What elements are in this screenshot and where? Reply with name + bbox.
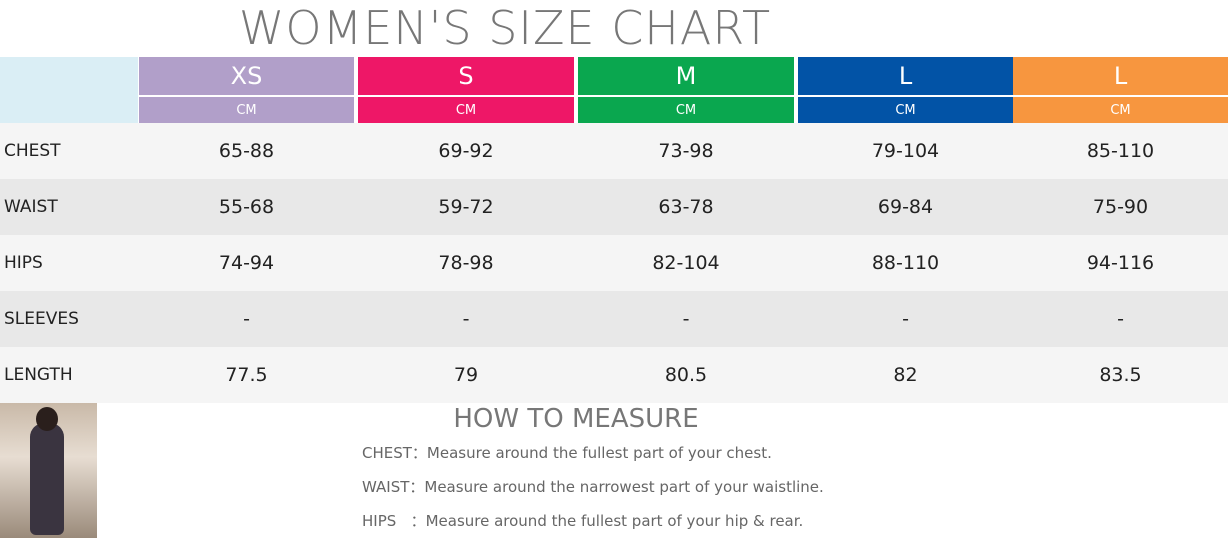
model-photo <box>0 403 97 538</box>
size-value: 82-104 <box>652 252 720 274</box>
size-header: L <box>798 57 1013 95</box>
size-value: 69-84 <box>877 196 934 218</box>
measure-label: CHEST： <box>362 444 427 462</box>
size-header: M <box>578 57 794 95</box>
size-value: 94-116 <box>1086 252 1155 274</box>
measure-text: Measure around the fullest part of your … <box>426 444 772 462</box>
measure-item: HIPS ：Measure around the fullest part of… <box>362 510 803 530</box>
size-value: 88-110 <box>871 252 940 274</box>
row-label: SLEEVES <box>4 309 79 329</box>
row-background <box>0 291 1228 347</box>
measure-title: HOW TO MEASURE <box>453 404 699 434</box>
size-value: 74-94 <box>218 252 275 274</box>
size-header: L <box>1013 57 1228 95</box>
size-value: - <box>1117 308 1124 330</box>
model-head <box>36 407 58 431</box>
row-background <box>0 123 1228 179</box>
model-figure <box>30 423 64 535</box>
size-value: 82 <box>893 364 918 386</box>
size-header: S <box>358 57 574 95</box>
row-background <box>0 235 1228 291</box>
size-value: - <box>682 308 690 330</box>
size-value: 78-98 <box>438 252 494 274</box>
size-value: - <box>462 308 470 330</box>
unit-header: CM <box>798 97 1013 123</box>
size-value: 80.5 <box>664 364 708 386</box>
row-background <box>0 179 1228 235</box>
unit-header: CM <box>358 97 574 123</box>
size-value: 69-92 <box>438 140 494 162</box>
size-value: - <box>243 308 250 330</box>
size-value: 59-72 <box>438 196 494 218</box>
row-background <box>0 347 1228 403</box>
size-value: 65-88 <box>218 140 275 162</box>
chart-title: WOMEN'S SIZE CHART <box>238 1 772 55</box>
size-value: 79-104 <box>871 140 940 162</box>
row-label: LENGTH <box>4 365 73 385</box>
measure-item: CHEST：Measure around the fullest part of… <box>362 442 772 462</box>
size-value: 79 <box>453 364 479 386</box>
measure-label: WAIST： <box>362 478 425 496</box>
measure-text: Measure around the narrowest part of you… <box>424 478 824 496</box>
size-value: 77.5 <box>225 364 268 386</box>
size-value: 75-90 <box>1092 196 1149 218</box>
size-value: 63-78 <box>658 196 714 218</box>
size-value: 73-98 <box>658 140 714 162</box>
unit-header: CM <box>139 97 354 123</box>
unit-header: CM <box>1013 97 1228 123</box>
row-label: WAIST <box>4 197 58 217</box>
size-value: - <box>902 308 909 330</box>
measure-text: Measure around the fullest part of your … <box>425 512 804 530</box>
size-value: 55-68 <box>218 196 275 218</box>
row-label: HIPS <box>4 253 43 273</box>
size-value: 85-110 <box>1086 140 1155 162</box>
corner-cell <box>0 57 138 123</box>
size-header: XS <box>139 57 354 95</box>
measure-item: WAIST：Measure around the narrowest part … <box>362 476 824 496</box>
measure-label: HIPS ： <box>362 512 426 530</box>
size-value: 83.5 <box>1099 364 1142 386</box>
unit-header: CM <box>578 97 794 123</box>
row-label: CHEST <box>4 141 61 161</box>
